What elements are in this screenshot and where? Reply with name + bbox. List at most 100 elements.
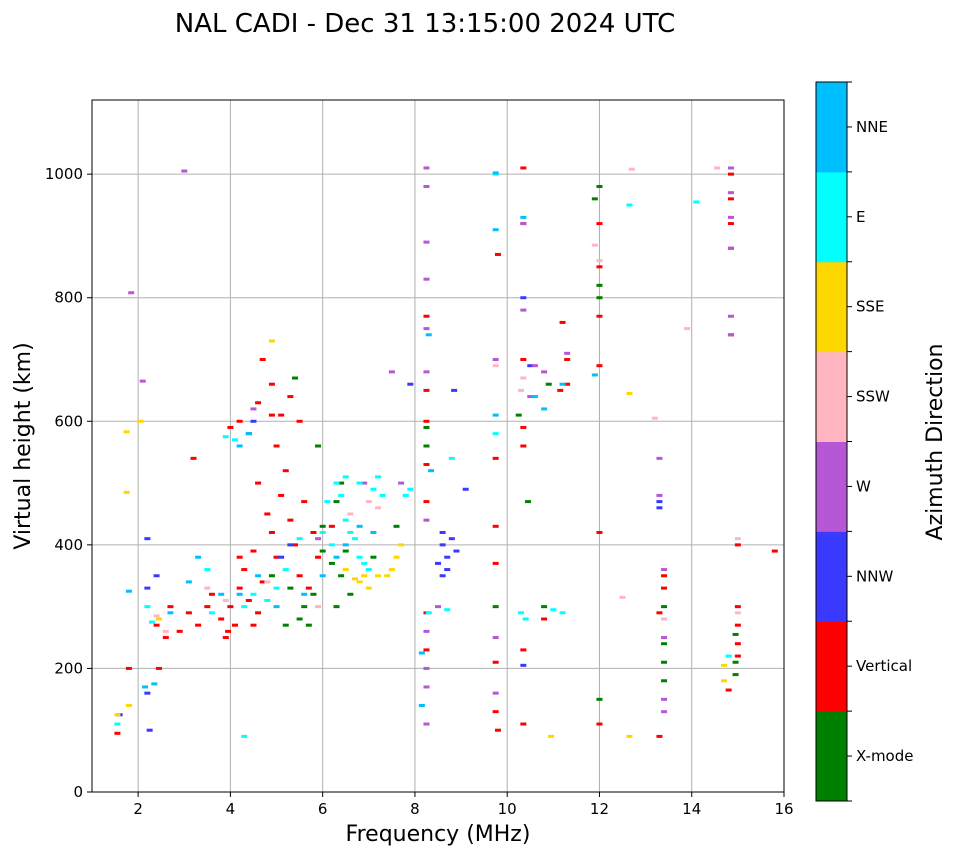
data-point-ssw: [264, 580, 271, 584]
data-point-x-mode: [423, 425, 430, 429]
data-point-vertical: [255, 401, 262, 405]
data-point-x-mode: [287, 586, 294, 590]
data-point-x-mode: [333, 500, 340, 504]
data-point-e: [148, 620, 155, 624]
data-point-w: [423, 629, 430, 633]
data-point-nne: [236, 592, 243, 596]
data-point-vertical: [296, 574, 303, 578]
data-point-ssw: [153, 614, 160, 618]
data-point-vertical: [232, 623, 239, 627]
data-point-vertical: [218, 617, 225, 621]
data-point-x-mode: [301, 605, 308, 609]
data-point-e: [264, 598, 271, 602]
data-point-w: [661, 636, 668, 640]
x-axis: 2 4 6 8 10 12 14 16: [133, 792, 794, 818]
data-point-e: [328, 543, 335, 547]
data-point-vertical: [727, 222, 734, 226]
x-tick-label: 6: [318, 800, 328, 818]
data-point-vertical: [492, 561, 499, 565]
data-point-nnw: [278, 555, 285, 559]
data-point-nne: [541, 407, 548, 411]
data-point-e: [342, 518, 349, 522]
data-point-e: [351, 537, 358, 541]
y-axis: 0 200 400 600 800 1000: [45, 165, 92, 801]
data-point-x-mode: [347, 592, 354, 596]
data-point-sse: [398, 543, 405, 547]
data-point-e: [338, 493, 345, 497]
colorbar-swatch-ssw: [816, 351, 847, 442]
data-point-e: [222, 435, 229, 439]
data-point-e: [522, 617, 529, 621]
data-point-vertical: [596, 531, 603, 534]
x-tick-label: 8: [410, 800, 420, 818]
data-point-vertical: [596, 364, 603, 368]
colorbar-swatch-nne: [816, 82, 847, 173]
data-point-e: [365, 568, 372, 572]
data-point-e: [407, 487, 414, 491]
data-point-w: [661, 710, 668, 714]
data-point-sse: [114, 713, 121, 717]
data-point-vertical: [259, 358, 266, 361]
data-point-vertical: [596, 265, 603, 269]
data-point-vertical: [225, 629, 232, 633]
data-point-w: [423, 666, 430, 670]
data-point-x-mode: [296, 617, 303, 621]
data-point-nne: [492, 228, 499, 232]
data-point-vertical: [423, 314, 430, 318]
data-point-vertical: [661, 574, 668, 578]
data-point-vertical: [520, 648, 527, 652]
data-point-vertical: [185, 611, 192, 615]
data-point-w: [727, 314, 734, 318]
data-point-w: [656, 493, 663, 497]
data-point-w: [398, 481, 405, 485]
data-point-e: [296, 537, 303, 541]
data-point-vertical: [282, 469, 289, 473]
data-point-x-mode: [342, 549, 349, 553]
data-point-nnw: [435, 561, 441, 565]
data-point-sse: [356, 580, 363, 584]
data-point-vertical: [296, 419, 303, 423]
data-point-nnw: [656, 500, 663, 504]
data-point-vertical: [278, 413, 285, 417]
data-point-nne: [492, 171, 499, 175]
data-point-w: [423, 518, 430, 522]
data-point-x-mode: [596, 697, 603, 701]
data-point-sse: [721, 679, 728, 683]
colorbar: X-mode Vertical NNW W SSW SSE E NNE: [815, 81, 913, 802]
data-point-sse: [393, 555, 400, 559]
chart-title: NAL CADI - Dec 31 13:15:00 2024 UTC: [175, 9, 675, 39]
data-point-vertical: [423, 500, 430, 504]
data-point-x-mode: [661, 679, 668, 683]
data-point-x-mode: [661, 605, 668, 609]
data-point-e: [273, 586, 280, 590]
data-point-nnw: [520, 296, 527, 300]
data-point-e: [144, 605, 151, 609]
data-point-nnw: [146, 728, 153, 732]
colorbar-swatch-x-mode: [816, 711, 847, 802]
data-point-e: [550, 608, 557, 612]
data-point-w: [435, 605, 441, 609]
data-point-vertical: [227, 605, 234, 609]
data-point-nne: [428, 469, 435, 473]
data-point-ssw: [518, 388, 525, 392]
data-point-nnw: [444, 568, 451, 572]
data-point-vertical: [250, 623, 257, 627]
data-point-sse: [388, 568, 395, 572]
data-point-sse: [268, 339, 275, 343]
data-point-vertical: [250, 549, 257, 553]
data-point-nnw: [407, 382, 414, 386]
data-point-w: [727, 215, 734, 219]
data-point-vertical: [656, 611, 663, 615]
data-point-sse: [123, 490, 130, 494]
data-point-e: [693, 200, 700, 204]
data-point-nne: [425, 333, 432, 337]
colorbar-swatch-nnw: [816, 531, 847, 622]
data-point-nne: [531, 395, 538, 399]
data-point-e: [319, 531, 326, 534]
data-point-w: [423, 370, 430, 374]
data-point-x-mode: [524, 500, 531, 504]
data-point-w: [727, 333, 734, 337]
data-point-ssw: [315, 605, 322, 609]
data-point-x-mode: [541, 605, 548, 609]
